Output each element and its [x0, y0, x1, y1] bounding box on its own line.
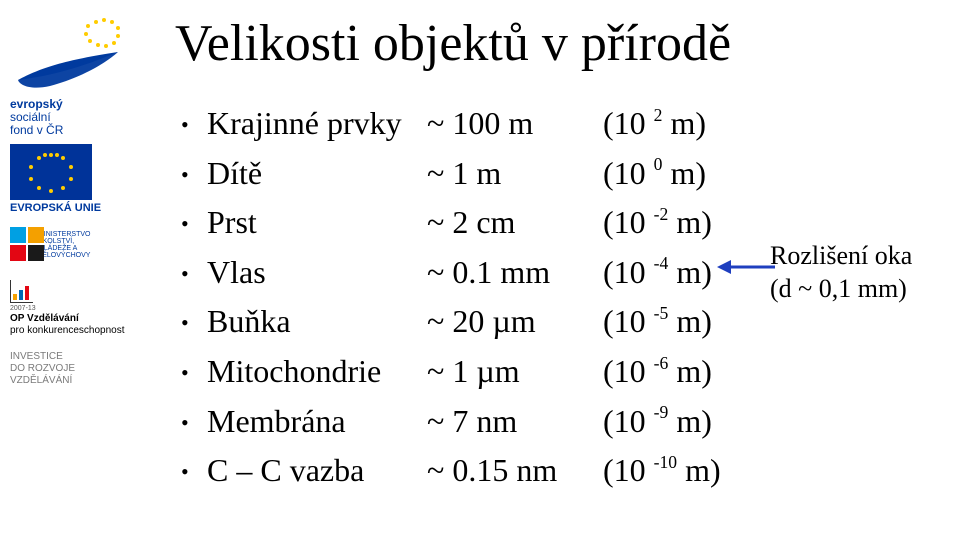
bullet-icon: •: [181, 362, 207, 384]
bullet-icon: •: [181, 114, 207, 136]
item-approx: ~ 100 m: [427, 99, 603, 149]
item-name: Dítě: [207, 149, 427, 199]
item-scientific: (10 -2 m): [603, 198, 743, 248]
bullet-icon: •: [181, 461, 207, 483]
sidebar-logos: evropský sociální fond v ČR EVROPSKÁ UNI…: [0, 0, 160, 545]
exponent: -2: [654, 204, 669, 224]
exponent: -4: [654, 253, 669, 273]
exponent: 0: [654, 154, 663, 174]
page-title: Velikosti objektů v přírodě: [175, 14, 945, 73]
exponent: -10: [654, 452, 677, 472]
item-name: Prst: [207, 198, 427, 248]
bullet-icon: •: [181, 263, 207, 285]
op-chart-icon: [10, 280, 33, 303]
annotation-line2: (d ~ 0,1 mm): [770, 274, 907, 303]
list-item: •Dítě~ 1 m(10 0 m): [181, 149, 945, 199]
eu-flag-icon: [10, 144, 92, 200]
op-line1: OP Vzdělávání: [10, 313, 150, 325]
item-approx: ~ 2 cm: [427, 198, 603, 248]
op-line2: pro konkurenceschopnost: [10, 325, 150, 337]
list-item: •Membrána~ 7 nm(10 -9 m): [181, 397, 945, 447]
item-name: Membrána: [207, 397, 427, 447]
item-name: Vlas: [207, 248, 427, 298]
item-scientific: (10 2 m): [603, 99, 743, 149]
item-approx: ~ 0.1 mm: [427, 248, 603, 298]
eye-resolution-annotation: Rozlišení oka (d ~ 0,1 mm): [770, 240, 950, 305]
arrow-left-icon: [717, 258, 777, 276]
item-scientific: (10 -10 m): [603, 446, 743, 496]
annotation-line1: Rozlišení oka: [770, 241, 912, 270]
item-scientific: (10 -9 m): [603, 397, 743, 447]
bullet-icon: •: [181, 412, 207, 434]
exponent: -9: [654, 402, 669, 422]
item-approx: ~ 20 µm: [427, 297, 603, 347]
bullet-icon: •: [181, 312, 207, 334]
msmt-logo: MINISTERSTVO ŠKOLSTVÍ, MLÁDEŽE A TĚLOVÝC…: [10, 220, 100, 270]
item-name: C – C vazba: [207, 446, 427, 496]
bullet-icon: •: [181, 164, 207, 186]
esf-swoosh-icon: [10, 8, 130, 98]
bullet-icon: •: [181, 213, 207, 235]
list-item: •C – C vazba~ 0.15 nm(10 -10 m): [181, 446, 945, 496]
exponent: -6: [654, 353, 669, 373]
invest-line3: VZDĚLÁVÁNÍ: [10, 375, 72, 386]
item-name: Buňka: [207, 297, 427, 347]
list-item: •Mitochondrie~ 1 µm(10 -6 m): [181, 347, 945, 397]
item-approx: ~ 0.15 nm: [427, 446, 603, 496]
msmt-text: MINISTERSTVO ŠKOLSTVÍ, MLÁDEŽE A TĚLOVÝC…: [38, 231, 100, 259]
item-scientific: (10 0 m): [603, 149, 743, 199]
item-name: Mitochondrie: [207, 347, 427, 397]
esf-logo-block: evropský sociální fond v ČR: [0, 0, 160, 138]
eu-label: EVROPSKÁ UNIE: [10, 202, 160, 214]
list-item: •Krajinné prvky~ 100 m(10 2 m): [181, 99, 945, 149]
op-block: 2007-13 OP Vzdělávání pro konkurencescho…: [10, 280, 150, 337]
esf-line3: fond v ČR: [10, 123, 63, 137]
esf-line1: evropský: [10, 97, 63, 111]
esf-text: evropský sociální fond v ČR: [10, 98, 63, 138]
item-approx: ~ 1 m: [427, 149, 603, 199]
op-years: 2007-13: [10, 305, 150, 313]
invest-line1: INVESTICE: [10, 351, 63, 362]
item-name: Krajinné prvky: [207, 99, 427, 149]
item-scientific: (10 -6 m): [603, 347, 743, 397]
exponent: 2: [654, 105, 663, 125]
item-approx: ~ 1 µm: [427, 347, 603, 397]
exponent: -5: [654, 303, 669, 323]
invest-text: INVESTICE DO ROZVOJE VZDĚLÁVÁNÍ: [10, 351, 160, 387]
item-approx: ~ 7 nm: [427, 397, 603, 447]
msmt-mark-icon: [10, 227, 34, 263]
invest-line2: DO ROZVOJE: [10, 363, 75, 374]
item-scientific: (10 -5 m): [603, 297, 743, 347]
